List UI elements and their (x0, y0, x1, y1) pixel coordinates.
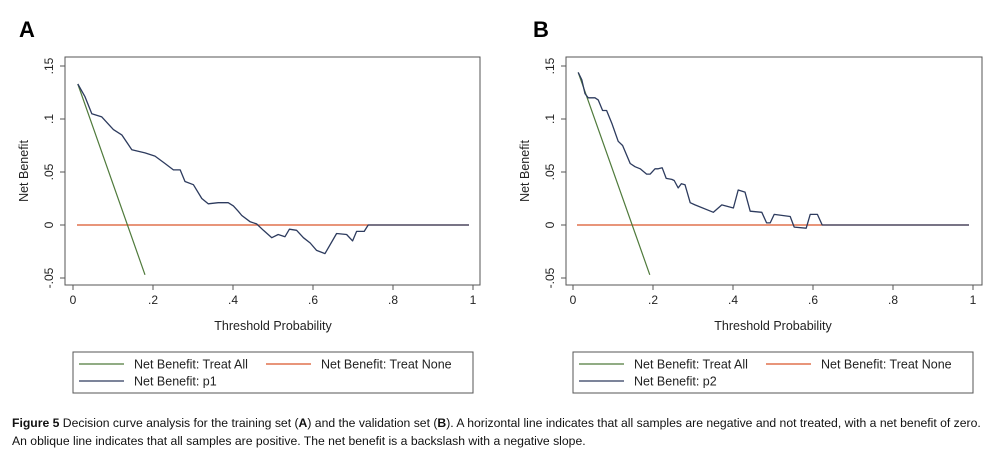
x-tick-label: 1 (970, 293, 977, 307)
y-tick-label: .15 (42, 57, 56, 74)
panel-letter: A (19, 17, 35, 42)
series-line-treat-all (77, 83, 146, 275)
x-tick-label: .8 (388, 293, 398, 307)
x-tick-label: .2 (148, 293, 158, 307)
caption-p4: ). A horizontal line indicates that all … (12, 416, 981, 448)
x-tick-label: .8 (888, 293, 898, 307)
caption-p3: B (437, 416, 447, 430)
legend-label-treat-all: Net Benefit: Treat All (134, 358, 248, 372)
panel-a: A 0 .2 .4 .6 .8 1 -.05 0 .05 .1 .15 Threshold Probab… (17, 17, 481, 394)
y-tick-label: -.05 (42, 267, 56, 288)
y-tick-label: .05 (543, 163, 557, 180)
plot-frame (64, 56, 481, 286)
figure-caption: Figure 5 Decision curve analysis for the… (12, 415, 997, 450)
legend-label-treat-none: Net Benefit: Treat None (321, 358, 452, 372)
x-axis-title: Threshold Probability (214, 319, 332, 333)
y-tick-label: 0 (543, 221, 557, 228)
y-tick-label: .1 (42, 114, 56, 124)
series-line-treat-all (577, 72, 651, 276)
panel-letter: B (533, 17, 549, 42)
y-tick-label: .15 (543, 57, 557, 74)
caption-p1: A (298, 416, 308, 430)
caption-p2: ) and the validation set ( (307, 416, 438, 430)
x-tick-label: 1 (470, 293, 477, 307)
x-tick-label: .4 (228, 293, 238, 307)
y-tick-label: 0 (42, 221, 56, 228)
plot-frame (565, 56, 983, 286)
legend-label-treat-all: Net Benefit: Treat All (634, 358, 748, 372)
legend-box (572, 351, 974, 394)
series-line-model (77, 83, 469, 255)
x-tick-label: 0 (70, 293, 77, 307)
caption-label: Figure 5 (12, 416, 60, 430)
panel-b: B 0 .2 .4 .6 .8 1 -.05 0 .05 .1 .15 Threshold Probab… (518, 17, 983, 394)
x-tick-label: .6 (308, 293, 318, 307)
legend-label-treat-none: Net Benefit: Treat None (821, 358, 952, 372)
x-tick-label: .4 (728, 293, 738, 307)
legend-box (72, 351, 474, 394)
x-tick-label: .6 (808, 293, 818, 307)
x-tick-label: .2 (648, 293, 658, 307)
y-tick-label: .1 (543, 114, 557, 124)
legend-label-model: Net Benefit: p1 (134, 375, 217, 389)
y-axis-title: Net Benefit (518, 140, 532, 202)
caption-p0: Decision curve analysis for the training… (59, 416, 299, 430)
figure: A 0 .2 .4 .6 .8 1 -.05 0 .05 .1 .15 Threshold Probab… (17, 17, 983, 394)
series-line-model (577, 72, 969, 229)
x-axis-title: Threshold Probability (714, 319, 832, 333)
y-tick-label: -.05 (543, 267, 557, 288)
y-axis-title: Net Benefit (17, 140, 31, 202)
y-tick-label: .05 (42, 163, 56, 180)
x-tick-label: 0 (570, 293, 577, 307)
legend-label-model: Net Benefit: p2 (634, 375, 717, 389)
